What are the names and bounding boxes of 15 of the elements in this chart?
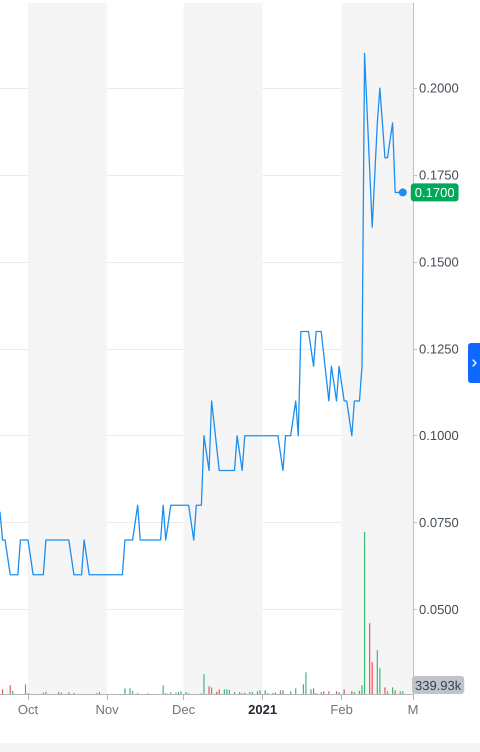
x-tick-label: Dec (172, 702, 196, 717)
text: 339.93k (415, 678, 462, 693)
x-tick-label: 2021 (248, 702, 278, 717)
y-tick-label: 0.1500 (419, 254, 459, 270)
x-tick-label: Oct (18, 702, 39, 717)
x-tick-label: Nov (96, 702, 120, 717)
y-tick-label: 0.1750 (419, 168, 459, 183)
y-tick-label: 0.1250 (419, 341, 459, 356)
x-tick-label: Feb (330, 702, 353, 717)
y-tick-label: 0.0750 (419, 515, 459, 530)
y-tick-label: 0.0500 (419, 602, 459, 618)
y-tick-label: 0.2000 (419, 80, 459, 96)
x-tick-label: M (408, 702, 418, 717)
data-label: 0.1700 (414, 184, 455, 200)
y-tick-label: 0.1000 (419, 428, 459, 444)
